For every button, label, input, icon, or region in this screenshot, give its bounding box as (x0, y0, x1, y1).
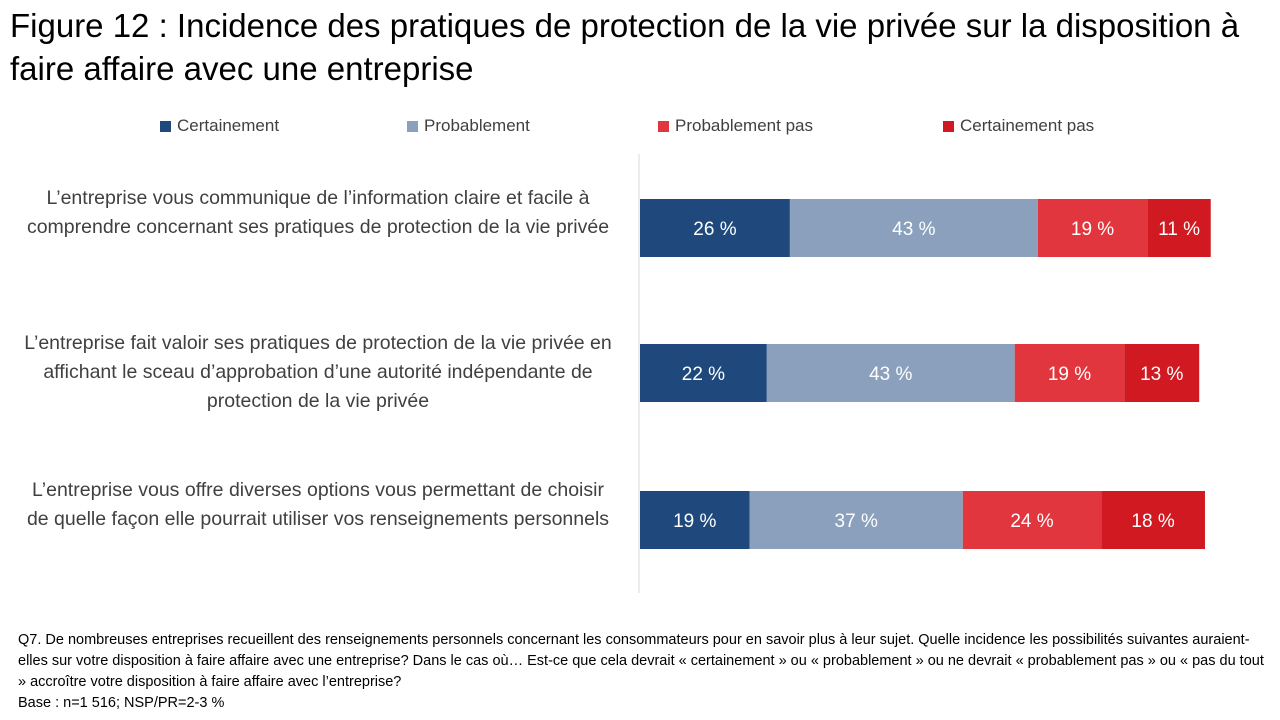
bar-segment-probablement-pas (1014, 344, 1125, 402)
bar-segment-certainement (640, 199, 790, 257)
data-label: 11 % (1158, 219, 1200, 240)
legend-swatch-certainement-pas (943, 120, 954, 132)
footnote: Q7. De nombreuses entreprises recueillen… (18, 630, 1268, 714)
bar-segment-certainement (640, 491, 750, 549)
data-label: 43 % (869, 364, 912, 385)
data-label: 22 % (682, 364, 725, 385)
legend-label-probablement-pas: Probablement pas (675, 116, 813, 135)
legend-item-certainement-pas: Certainement pas (943, 116, 1094, 136)
data-label: 19 % (1048, 364, 1091, 385)
legend-swatch-certainement (160, 120, 171, 132)
data-label: 18 % (1131, 511, 1174, 532)
data-label: 13 % (1140, 364, 1183, 385)
legend-item-certainement: Certainement (160, 116, 279, 136)
data-label: 26 % (693, 219, 736, 240)
legend-swatch-probablement (407, 120, 418, 132)
bar-segment-certainement (640, 344, 767, 402)
chart-title: Figure 12 : Incidence des pratiques de p… (10, 7, 1240, 87)
legend-label-probablement: Probablement (424, 116, 530, 135)
bar-segment-certainement-pas (1124, 344, 1200, 402)
legend-item-probablement-pas: Probablement pas (658, 116, 813, 136)
bar-segment-certainement-pas (1101, 491, 1205, 549)
category-label: L’entreprise vous communique de l’inform… (26, 187, 610, 238)
data-label: 24 % (1010, 511, 1053, 532)
legend-swatch-probablement-pas (658, 120, 669, 132)
category-label: L’entreprise vous offre diverses options… (26, 479, 610, 530)
bar-segment-probablement-pas (962, 491, 1102, 549)
legend-label-certainement: Certainement (177, 116, 280, 135)
category-label: L’entreprise fait valoir ses pratiques d… (24, 332, 612, 412)
bar-segment-probablement (749, 491, 963, 549)
bar-segment-certainement-pas (1147, 199, 1211, 257)
footnote-base: Base : n=1 516; NSP/PR=2-3 % (18, 695, 225, 711)
footnote-question: Q7. De nombreuses entreprises recueillen… (18, 632, 1264, 690)
data-label: 19 % (673, 511, 716, 532)
bar-segment-probablement-pas (1037, 199, 1148, 257)
data-label: 19 % (1071, 219, 1114, 240)
legend-label-certainement-pas: Certainement pas (960, 116, 1095, 135)
data-label: 37 % (835, 511, 878, 532)
data-label: 43 % (892, 219, 935, 240)
bar-segment-probablement (789, 199, 1038, 257)
bar-segment-probablement (766, 344, 1015, 402)
legend-item-probablement: Probablement (407, 116, 530, 136)
legend: Certainement Probablement Probablement p… (0, 116, 1280, 136)
